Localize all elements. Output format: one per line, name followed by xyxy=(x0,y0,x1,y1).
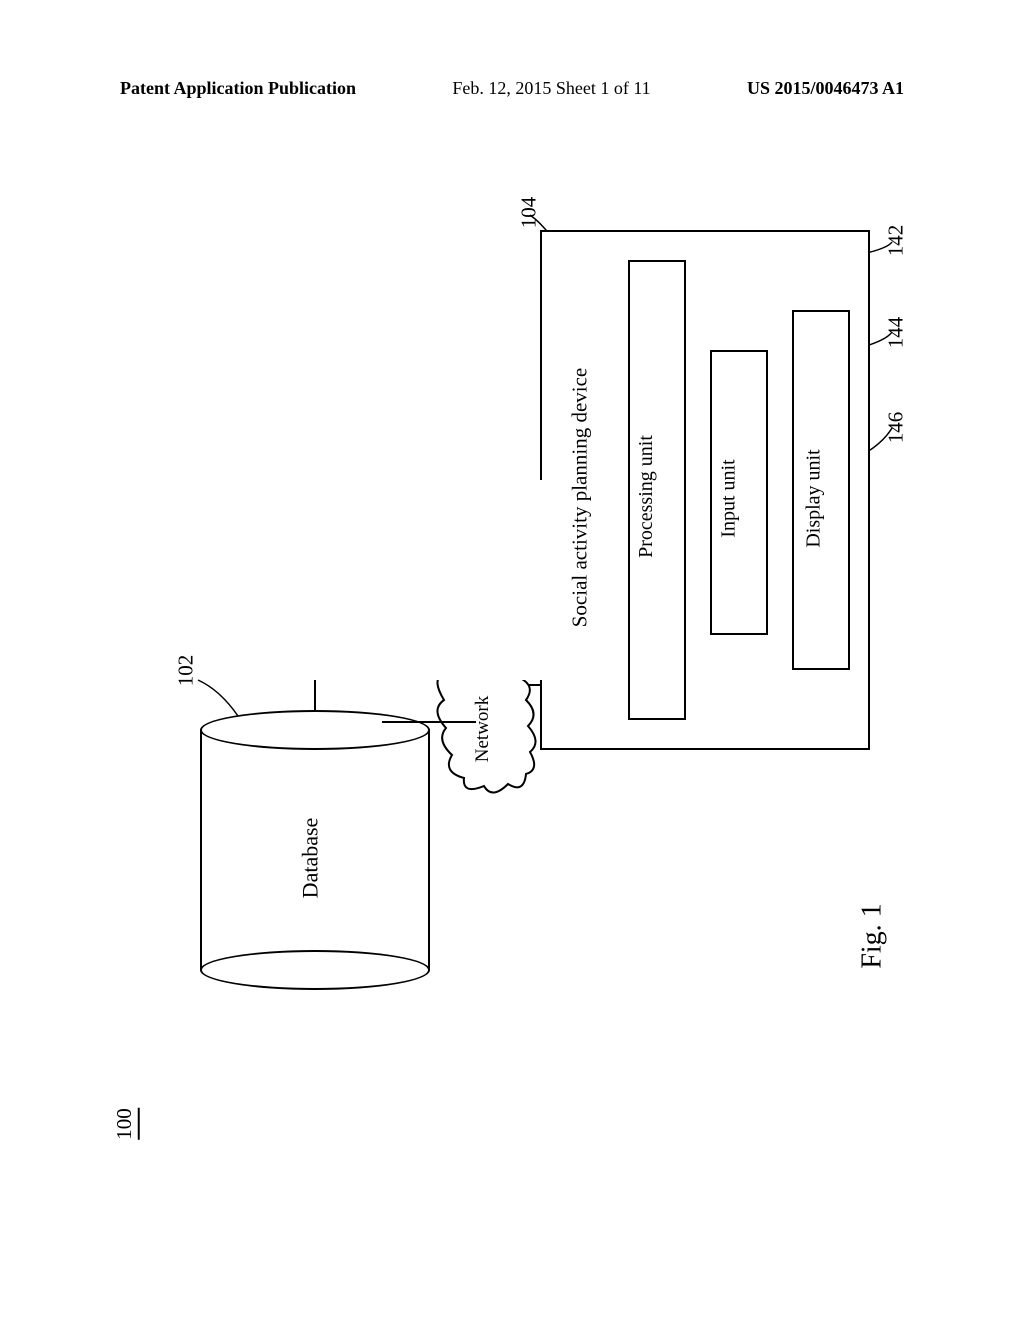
input-unit-label: Input unit xyxy=(718,459,741,537)
page-header: Patent Application Publication Feb. 12, … xyxy=(0,78,1024,99)
figure-caption: Fig. 1 xyxy=(857,903,889,968)
device-ref: 104 xyxy=(516,197,541,229)
header-center: Feb. 12, 2015 Sheet 1 of 11 xyxy=(452,78,650,99)
database-ref: 102 xyxy=(173,655,198,687)
network-label: Network xyxy=(472,696,494,762)
display-unit-label: Display unit xyxy=(803,449,826,547)
header-right: US 2015/0046473 A1 xyxy=(747,78,904,99)
display-unit-ref: 146 xyxy=(883,412,908,444)
system-diagram: 100 102 Database Network 104 Social acti… xyxy=(120,180,900,1180)
database-label: Database xyxy=(297,818,323,899)
device-title: Social activity planning device xyxy=(568,348,593,648)
processing-unit-ref: 142 xyxy=(883,225,908,257)
header-left: Patent Application Publication xyxy=(120,78,356,99)
input-unit-ref: 144 xyxy=(883,317,908,349)
system-ref: 100 xyxy=(112,1108,140,1140)
processing-unit-label: Processing unit xyxy=(635,435,658,558)
